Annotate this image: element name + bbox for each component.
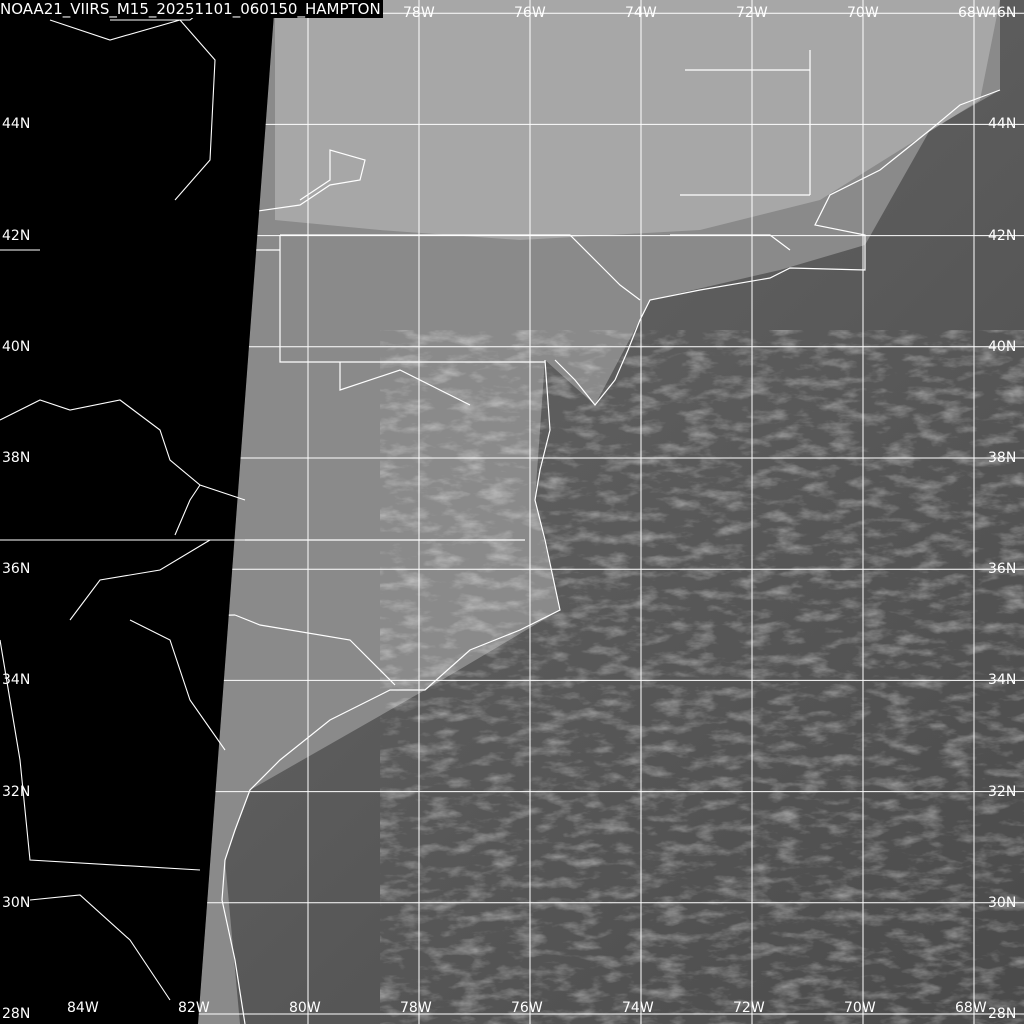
left-lat-label: 36N bbox=[2, 561, 31, 578]
right-lat-label: 28N bbox=[988, 1006, 1017, 1022]
bottom-lon-label: 70W bbox=[844, 1000, 876, 1016]
left-lat-label: 42N bbox=[2, 227, 31, 244]
top-lon-label: 78W bbox=[403, 5, 435, 21]
right-lat-label: 32N bbox=[988, 783, 1017, 800]
coastline bbox=[221, 89, 1001, 1024]
cloud-texture bbox=[380, 330, 1024, 1024]
right-lat-label: 34N bbox=[988, 672, 1017, 689]
top-lon-label: 74W bbox=[625, 5, 657, 21]
bottom-lon-label: 68W bbox=[955, 1000, 987, 1016]
right-lat-label: 42N bbox=[988, 227, 1017, 244]
right-lat-label: 40N bbox=[988, 338, 1017, 355]
bottom-lon-label: 82W bbox=[178, 1000, 210, 1016]
bottom-lon-label: 74W bbox=[622, 1000, 654, 1016]
image-title: NOAA21_VIIRS_M15_20251101_060150_HAMPTON bbox=[0, 0, 383, 18]
top-lon-label: 72W bbox=[736, 5, 768, 21]
bottom-lon-label: 72W bbox=[733, 1000, 765, 1016]
bottom-lon-label: 80W bbox=[289, 1000, 321, 1016]
left-lat-label: 40N bbox=[2, 338, 31, 355]
northeast-cloud-region bbox=[275, 0, 1000, 240]
no-data-region-outlines bbox=[0, 0, 246, 1001]
left-lat-label: 30N bbox=[2, 894, 31, 911]
top-lon-label: 68W bbox=[958, 5, 990, 21]
left-lat-label: 28N bbox=[2, 1006, 31, 1022]
bottom-lon-label: 78W bbox=[400, 1000, 432, 1016]
top-lon-label: 76W bbox=[514, 5, 546, 21]
top-lon-label: 70W bbox=[847, 5, 879, 21]
left-lat-label: 32N bbox=[2, 783, 31, 800]
left-lat-label: 38N bbox=[2, 450, 31, 466]
left-lat-label: 44N bbox=[2, 116, 31, 133]
left-lat-label: 34N bbox=[2, 672, 31, 689]
right-lat-label: 44N bbox=[988, 116, 1017, 133]
bottom-lon-label: 84W bbox=[67, 1000, 99, 1016]
right-lat-label: 46N bbox=[988, 5, 1017, 21]
bottom-lon-label: 76W bbox=[511, 1000, 543, 1016]
right-lat-label: 30N bbox=[988, 894, 1017, 911]
right-lat-label: 38N bbox=[988, 450, 1017, 466]
no-data-swath bbox=[0, 0, 275, 1024]
right-lat-label: 36N bbox=[988, 561, 1017, 578]
land-region bbox=[198, 0, 1000, 1024]
